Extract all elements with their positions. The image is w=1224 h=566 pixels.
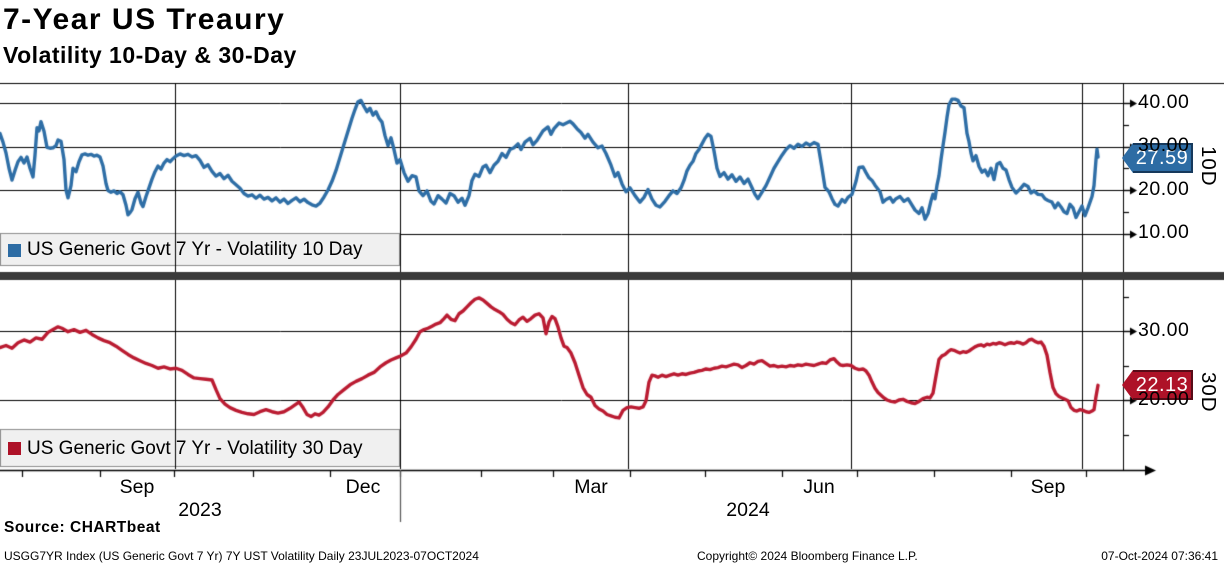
y-axis-label-10d: 40.00	[1138, 91, 1190, 113]
y-axis-label-10d: 20.00	[1138, 178, 1190, 200]
x-axis-month-label: Mar	[574, 476, 608, 498]
last-value-10d: 27.59	[1133, 143, 1193, 173]
x-axis-year-label: 2023	[178, 499, 222, 521]
last-value-30d: 22.13	[1133, 370, 1193, 400]
badge-pointer-icon	[1122, 370, 1133, 400]
x-axis-month-label: Jun	[803, 476, 835, 498]
last-value-badge-10d: 27.59	[1122, 143, 1193, 173]
panel-side-label-10d: 10D	[1197, 146, 1220, 187]
footer-ticker-description: USGG7YR Index (US Generic Govt 7 Yr) 7Y …	[4, 549, 479, 563]
panel-side-label-30d: 30D	[1197, 372, 1220, 413]
legend-volatility-30-day[interactable]: US Generic Govt 7 Yr - Volatility 30 Day	[0, 430, 400, 467]
badge-pointer-icon	[1122, 143, 1133, 173]
last-value-badge-30d: 22.13	[1122, 370, 1193, 400]
legend-volatility-10-day[interactable]: US Generic Govt 7 Yr - Volatility 10 Day	[0, 234, 400, 266]
legend-swatch-blue-icon	[8, 243, 21, 257]
x-axis-month-label: Sep	[1030, 476, 1066, 498]
legend-label: US Generic Govt 7 Yr - Volatility 10 Day	[27, 239, 363, 260]
y-axis-label-30d: 30.00	[1138, 319, 1190, 341]
y-axis-label-10d: 10.00	[1138, 221, 1190, 243]
page-title: 7-Year US Treaury	[3, 3, 286, 36]
x-axis-month-label: Dec	[345, 476, 381, 498]
page-subtitle: Volatility 10-Day & 30-Day	[3, 42, 297, 68]
legend-swatch-red-icon	[8, 442, 21, 455]
y-axis-label-30d: 20.00	[1138, 388, 1190, 410]
legend-label: US Generic Govt 7 Yr - Volatility 30 Day	[27, 437, 363, 459]
source-note: Source: CHARTbeat	[4, 519, 161, 536]
footer-copyright: Copyright© 2024 Bloomberg Finance L.P.	[697, 549, 918, 563]
y-axis-label-10d: 30.00	[1138, 134, 1190, 156]
footer-timestamp: 07-Oct-2024 07:36:41	[1101, 549, 1218, 563]
x-axis-year-label: 2024	[726, 499, 770, 521]
x-axis-month-label: Sep	[119, 476, 155, 498]
